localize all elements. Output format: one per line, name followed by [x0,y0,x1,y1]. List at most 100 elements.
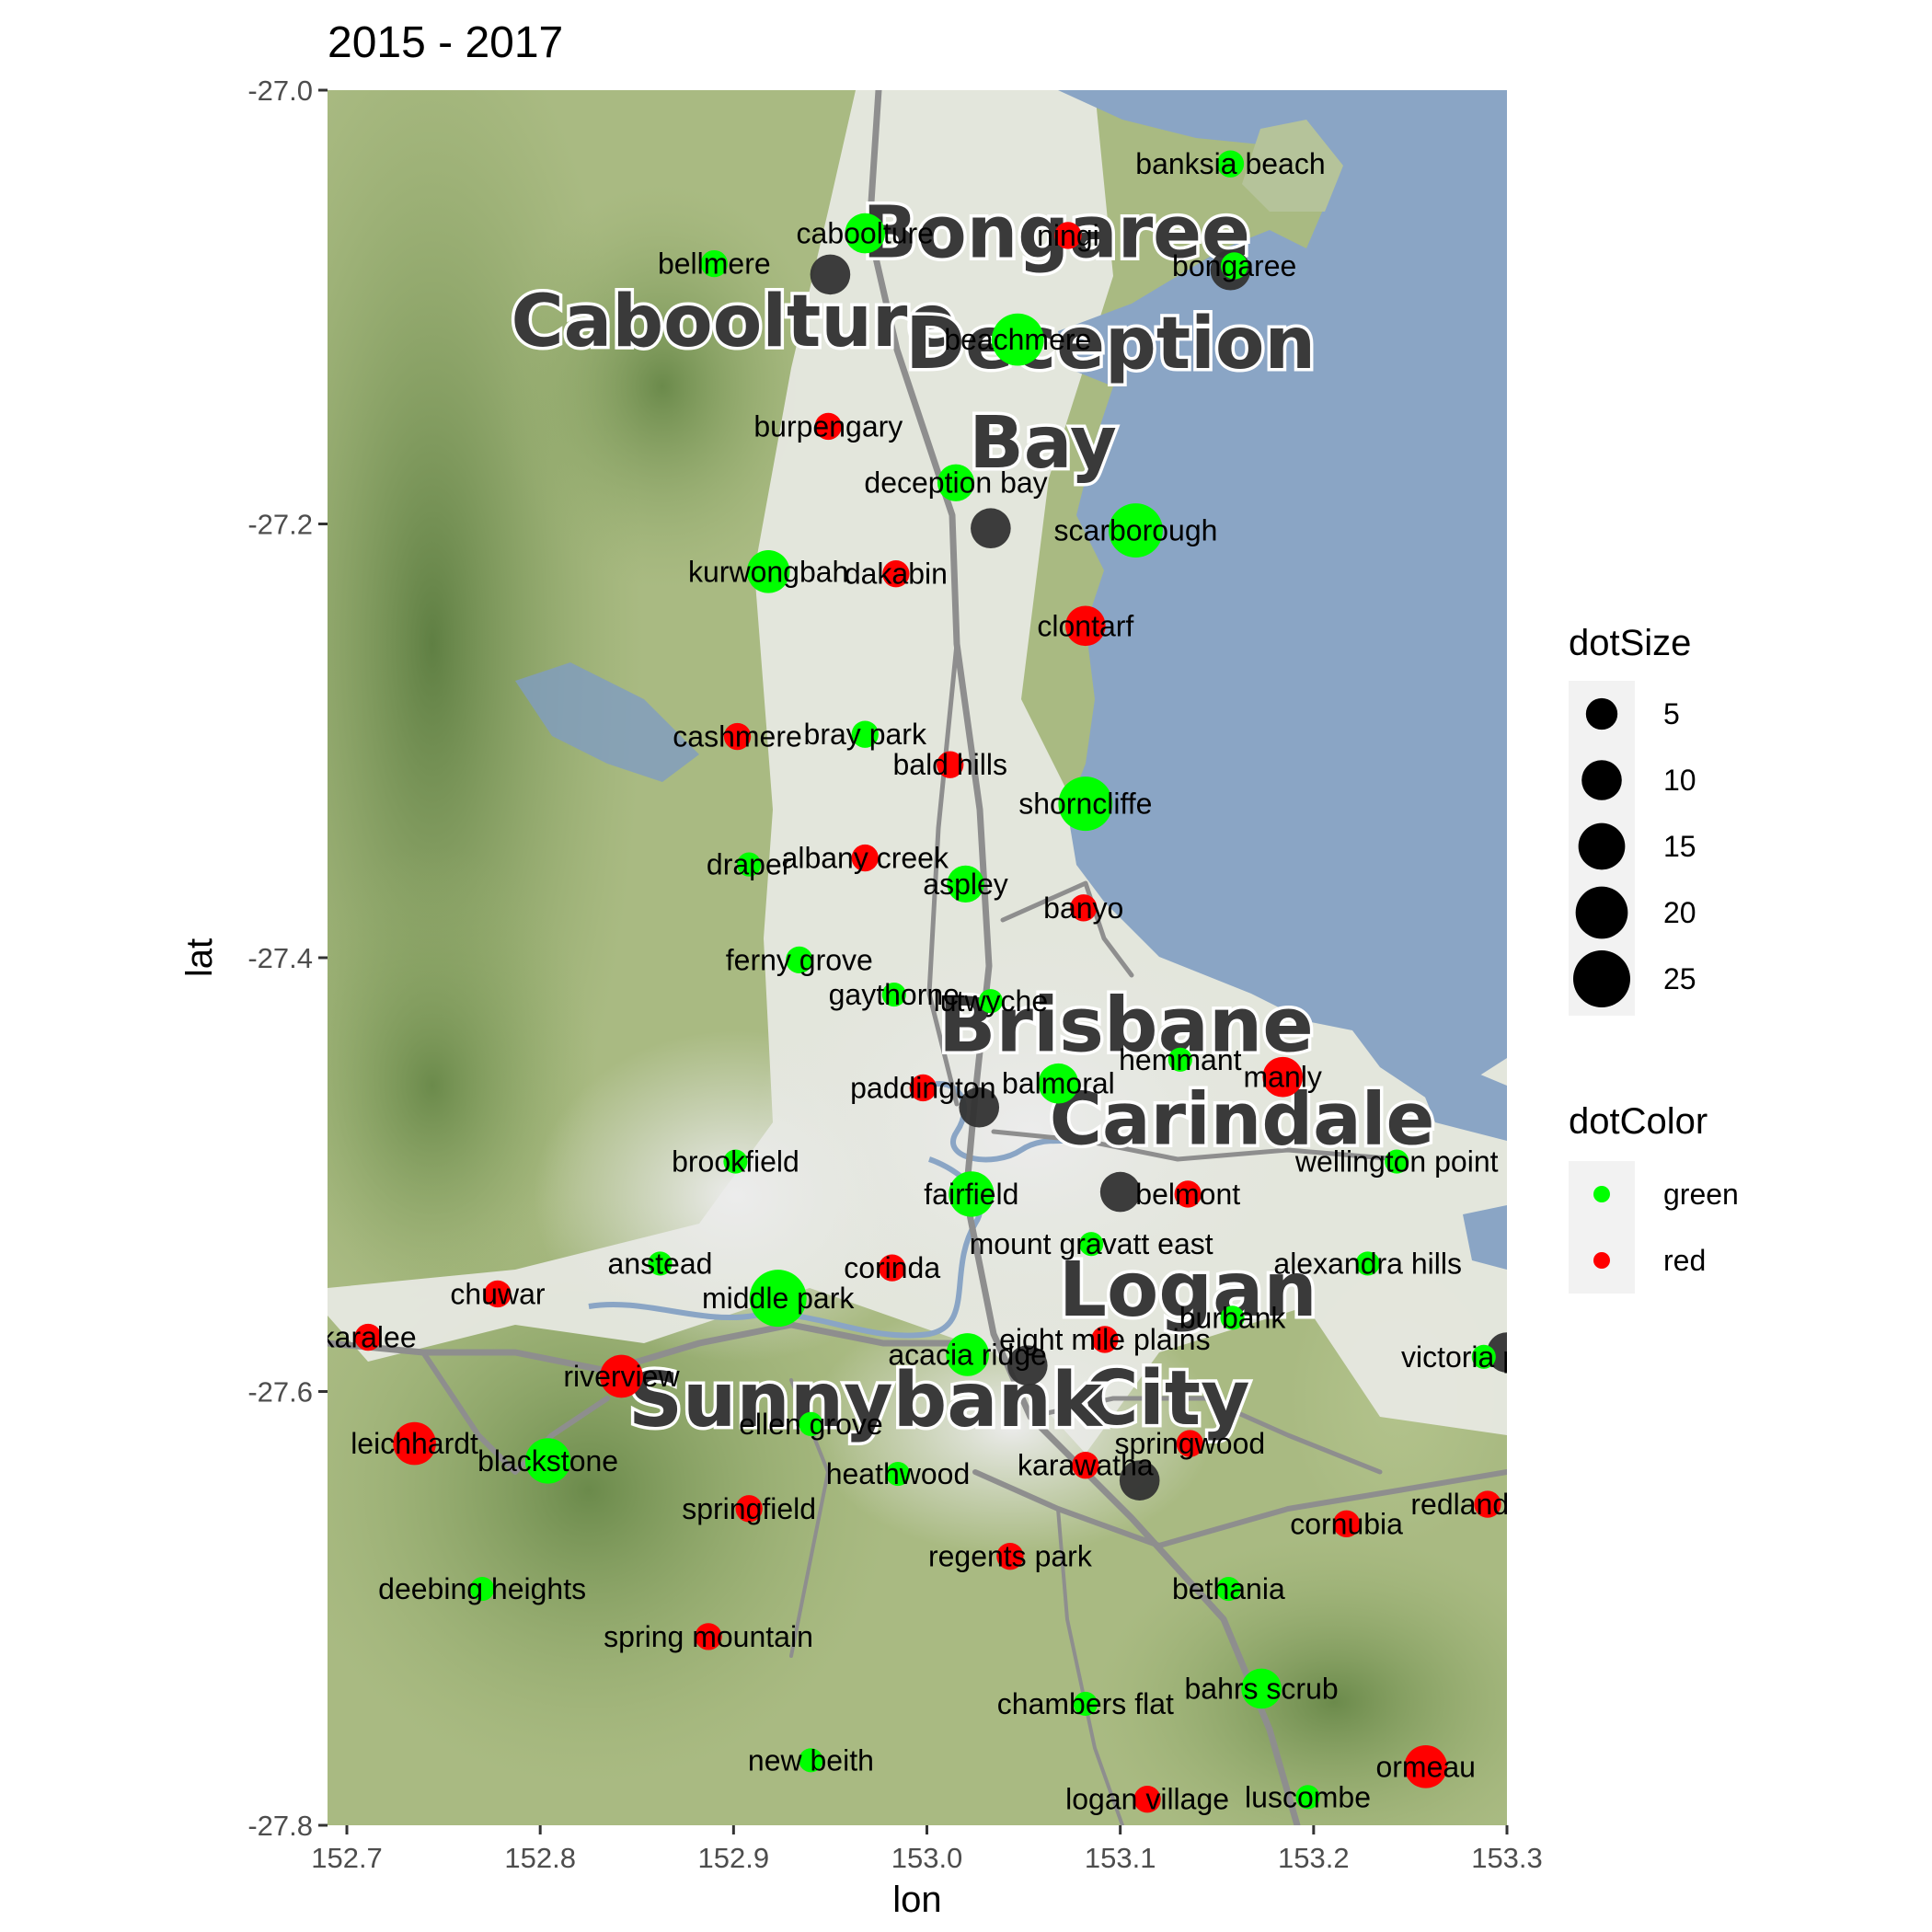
label-clontarf: clontarf [1037,609,1133,642]
label-deebing-heights: deebing heights [378,1572,586,1605]
label-burpengary: burpengary [753,409,903,443]
label-bongaree: bongaree [1172,249,1296,282]
point-bongaree [1221,252,1248,280]
y-tick-label: -27.4 [247,942,313,974]
x-tick-label: 152.9 [698,1842,770,1874]
point-bray-park [851,720,879,748]
color-legend-label: green [1663,1178,1739,1211]
x-axis-title: lon [892,1880,941,1920]
label-riverview: riverview [563,1360,680,1393]
label-dakabin: dakabin [845,558,948,591]
point-bellmere [700,249,728,278]
size-legend-items: 5 10 15 20 25 [1573,697,1696,1007]
y-tick-label: -27.2 [247,509,313,541]
point-luscombe [1295,1785,1320,1810]
label-luscombe: luscombe [1245,1780,1371,1813]
point-unlabeled [959,1087,1000,1128]
point-unlabeled [1006,1345,1048,1386]
label-leichhardt: leichhardt [351,1427,478,1460]
size-legend-label: 15 [1663,830,1696,863]
size-legend-title: dotSize [1569,623,1691,663]
point-unlabeled [810,254,851,295]
point-cashmere [723,722,752,751]
label-spring-mountain: spring mountain [604,1620,813,1653]
label-cashmere: cashmere [673,720,802,753]
label-draper: draper [707,848,792,881]
label-ormeau: ormeau [1375,1750,1476,1783]
point-unlabeled [1119,1460,1160,1501]
label-beachmere: beachmere [944,323,1091,356]
point-bethania [1216,1576,1241,1602]
point-ferny-grove [786,946,813,974]
basemap-label-bay: Bay [969,402,1117,485]
color-legend-items: green red [1593,1178,1739,1277]
size-legend-dot [1581,760,1622,800]
color-legend-dot-red [1593,1252,1610,1269]
label-burbank: burbank [1179,1301,1287,1334]
size-legend-dot [1575,886,1628,939]
point-new-beith [799,1748,823,1773]
point-wellington-point [1385,1149,1409,1174]
point-leichhardt [393,1421,436,1466]
point-redland-bay [1474,1490,1501,1518]
point-spring-mountain [695,1623,722,1650]
label-blackstone: blackstone [477,1444,618,1478]
x-tick-label: 153.3 [1471,1842,1543,1874]
basemap-water [515,90,1507,1339]
color-legend: dotColor green red [1569,1101,1739,1294]
x-axis: 152.7 152.8 152.9 153.0 153.1 153.2 153.3 [311,1825,1543,1874]
label-hemmant: hemmant [1119,1043,1242,1076]
color-legend-dot-green [1593,1186,1610,1202]
label-regents-park: regents park [928,1540,1093,1573]
color-legend-key-background [1569,1161,1635,1294]
point-banksia-beach [1216,150,1245,178]
label-aspley: aspley [923,868,1008,901]
label-banyo: banyo [1043,891,1123,925]
label-victoria-point: victoria point [1401,1340,1567,1374]
size-legend-dot [1578,822,1626,870]
point-scarborough [1109,503,1163,558]
point-kurwongbah [746,550,790,593]
label-anstead: anstead [608,1247,713,1280]
label-manly: manly [1244,1061,1322,1094]
basemap-label-caboolture: Caboolture [511,281,956,363]
label-acacia-ridge: acacia ridge [888,1338,1047,1371]
label-scarborough: scarborough [1054,514,1218,547]
label-kurwongbah: kurwongbah [688,555,848,588]
point-anstead [648,1251,673,1276]
map-panel: Bongaree Caboolture Deception Bay Brisba… [320,90,1567,1825]
point-karalee [354,1323,382,1351]
label-banksia-beach: banksia beach [1135,147,1325,180]
x-tick-label: 153.1 [1085,1842,1156,1874]
y-tick-label: -27.6 [247,1376,313,1409]
label-wellington-point: wellington point [1294,1145,1499,1179]
point-albany-creek [851,844,879,872]
label-deception-bay: deception bay [864,466,1047,500]
point-aspley [947,865,984,903]
label-new-beith: new beith [748,1743,874,1777]
point-regents-park [996,1543,1024,1570]
point-bald-hills [937,751,964,778]
basemap-label-carindale: Carindale [1050,1079,1435,1162]
label-mount-gravatt-east: mount gravatt east [970,1227,1213,1260]
point-bahrs-scrub [1241,1668,1282,1709]
point-fairfield [949,1171,995,1217]
label-springfield: springfield [682,1492,816,1525]
y-tick-label: -27.0 [247,75,313,107]
label-paddington: paddington [850,1071,995,1104]
point-belmont [1174,1180,1202,1208]
point-burpengary [814,412,842,441]
label-logan-village: logan village [1065,1783,1229,1816]
point-hemmant [1167,1047,1192,1072]
label-ningi: ningi [1037,219,1099,252]
label-cornubia: cornubia [1290,1507,1403,1540]
point-banyo [1070,894,1098,922]
point-dakabin [882,560,910,588]
x-tick-label: 153.0 [891,1842,963,1874]
basemap-label-logan: Logan [1059,1247,1317,1334]
label-heathwood: heathwood [826,1457,971,1490]
label-shorncliffe: shorncliffe [1018,788,1152,821]
label-karalee: karalee [320,1321,417,1354]
size-legend-dot [1585,697,1618,730]
basemap-label-sunnybank: Sunnybank [628,1357,1104,1444]
